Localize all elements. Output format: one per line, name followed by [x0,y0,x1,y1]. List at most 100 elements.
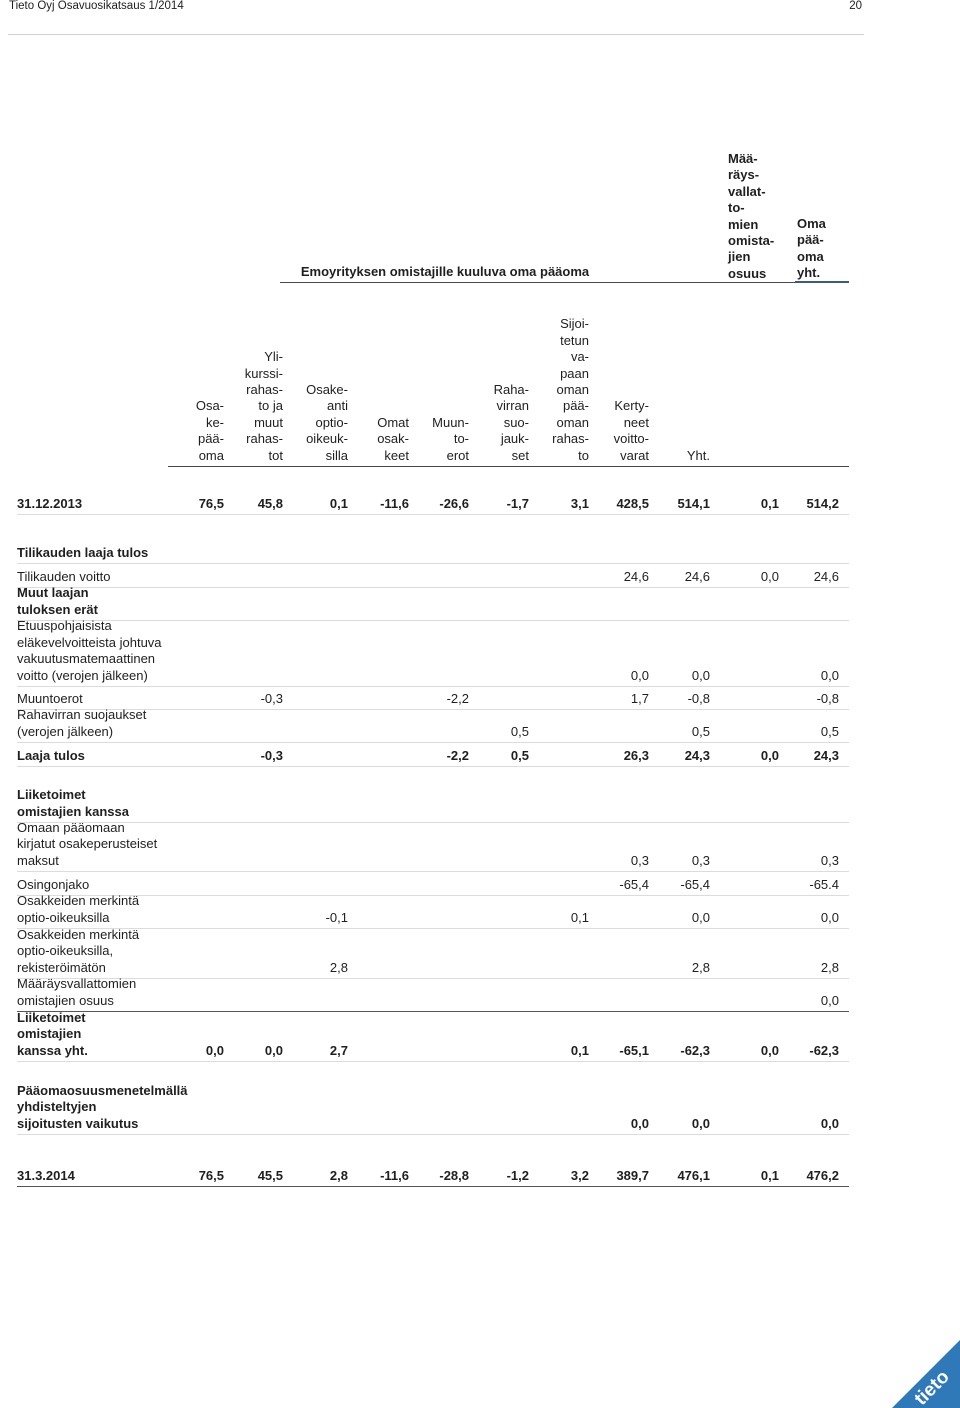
row-owner-transactions-total: Liiketoimet omistajien kanssa yht. 0,0 0,0… [17,1009,849,1062]
row-label: 31.3.2014 [17,1167,75,1183]
row-label: Muuntoerot [17,690,83,706]
table-cell: -62,3 [809,1042,839,1058]
column-header-label: Osa- ke- pää- oma [195,398,224,463]
row-label: Osakkeiden merkintä optio-oikeuksilla, r… [17,926,140,975]
table-cell: 0,5 [820,723,839,739]
table-cell: -65,4 [680,876,710,892]
table-cell: 24,6 [684,568,710,584]
row-opening-balance: 31.12.2013 76,5 45,8 0,1 -11,6 -26,6 -1,7 3,1 42… [17,490,849,515]
table-cell: -0,8 [816,690,839,706]
table-cell: 45,5 [257,1167,283,1183]
report-title: Tieto Oyj Osavuosikatsaus 1/2014 [9,0,184,12]
table-cell: 0,3 [630,852,649,868]
header-divider [8,34,864,35]
table-cell: 0,0 [820,1115,839,1131]
table-cell: 0,0 [820,667,839,683]
table-cell: 0,0 [630,667,649,683]
row-other-comprehensive-heading: Muut laajan tuloksen erät [17,585,849,621]
table-cell: 0,1 [760,1167,779,1183]
table-cell: 1,7 [630,690,649,706]
table-cell: -65,4 [619,876,649,892]
table-cell: 24,3 [813,747,839,763]
row-label: Muut laajan tuloksen erät [17,585,98,617]
column-header: Kerty- neet voitto- varat [591,318,649,464]
table-cell: 514,2 [806,495,839,511]
table-cell: 76,5 [198,495,224,511]
table-cell: -1,2 [506,1167,529,1183]
table-cell: 0,0 [760,747,779,763]
column-header: Omat osak- keet [351,318,409,464]
table-cell: -0,3 [260,690,283,706]
column-header: Sijoi- tetun va- paan oman pää- oman rah… [531,316,589,464]
column-header-label: Yli- kurssi- rahas- to ja muut rahas- to… [244,349,283,463]
row-cash-flow-hedges: Rahavirran suojaukset (verojen jälkeen) 0… [17,707,849,743]
table-cell: -0,3 [260,747,283,763]
table-cell: 0,5 [510,723,529,739]
tieto-logo: tieto [886,1330,960,1408]
column-header: Osa- ke- pää- oma [166,318,224,464]
row-comprehensive-heading: Tilikauden laaja tulos [17,514,849,564]
table-cell: -65.4 [809,876,839,892]
column-header: Raha- virran suo- jauk- set [471,318,529,464]
row-actuarial-gain: Etuuspohjaisista eläkevelvoitteista joht… [17,618,849,687]
table-cell: 76,5 [198,1167,224,1183]
table-cell: 0,3 [820,852,839,868]
table-cell: 3,1 [570,495,589,511]
table-cell: 476,2 [806,1167,839,1183]
table-cell: 3,2 [570,1167,589,1183]
total-equity-header: Oma pää- oma yht. [797,216,826,281]
table-cell: 0,1 [570,1042,589,1058]
row-profit-for-period: Tilikauden voitto 24,6 24,6 0,0 24,6 [17,563,849,588]
row-label: Tilikauden laaja tulos [17,544,149,560]
table-cell: 514,1 [677,495,710,511]
table-cell: 0,0 [205,1042,224,1058]
column-header-label: Muun- to- erot [432,414,469,463]
column-header: Osake- anti optio- oikeuk- silla [290,318,348,464]
table-cell: 2,8 [329,1167,348,1183]
table-cell: -0,1 [325,909,348,925]
row-label: 31.12.2013 [17,495,83,511]
table-cell: 0,1 [760,495,779,511]
row-label: Liiketoimet omistajien kanssa yht. [17,1009,88,1058]
table-cell: 0,0 [264,1042,283,1058]
row-share-subscriptions: Osakkeiden merkintä optio-oikeuksilla -0,… [17,893,849,929]
column-header: Muun- to- erot [411,318,469,464]
table-cell: -2,2 [446,747,469,763]
table-cell: 0,5 [691,723,710,739]
table-cell: 0,0 [630,1115,649,1131]
row-label: Rahavirran suojaukset (verojen jälkeen) [17,707,147,739]
table-cell: -11,6 [380,495,409,511]
table-cell: -2,2 [446,690,469,706]
column-header-label: Yht. [686,447,710,463]
table-cell: -0,8 [687,690,710,706]
table-cell: 26,3 [623,747,649,763]
row-owner-transactions-heading: Liiketoimet omistajien kanssa [17,766,849,823]
row-label: Omaan pääomaan kirjatut osakeperusteiset… [17,819,158,868]
table-cell: 24,6 [813,568,839,584]
row-closing-balance: 31.3.2014 76,5 45,5 2,8 -11,6 -28,8 -1,2 3,2 389… [17,1134,849,1187]
table-cell: 428,5 [616,495,649,511]
row-equity-method-effect: Pääomaosuusmenetelmällä yhdisteltyjen si… [17,1061,849,1135]
column-header: Yht. [652,318,710,464]
table-cell: 0,5 [510,747,529,763]
total-equity-rule [795,281,849,283]
table-cell: 2,7 [329,1042,348,1058]
row-label: Liiketoimet omistajien kanssa [17,787,129,819]
column-header-label: Kerty- neet voitto- varat [613,398,649,463]
table-cell: 0,0 [691,909,710,925]
table-cell: 2,8 [691,959,710,975]
table-cell: 0,0 [760,1042,779,1058]
table-cell: -65,1 [619,1042,649,1058]
row-label: Määräysvallattomien omistajien osuus [17,976,137,1008]
table-cell: 2,8 [329,959,348,975]
group-rule [280,282,849,283]
table-cell: -28,8 [439,1167,469,1183]
row-label: Pääomaosuusmenetelmällä yhdisteltyjen si… [17,1082,188,1131]
table-cell: -62,3 [680,1042,710,1058]
table-cell: 0,0 [760,568,779,584]
table-cell: 24,6 [623,568,649,584]
minority-header: Mää- räys- vallat- to- mien omista- jien… [728,151,775,281]
table-cell: 0,0 [820,992,839,1008]
group-title: Emoyrityksen omistajille kuuluva oma pää… [300,264,590,279]
table-cell: 0,0 [691,667,710,683]
